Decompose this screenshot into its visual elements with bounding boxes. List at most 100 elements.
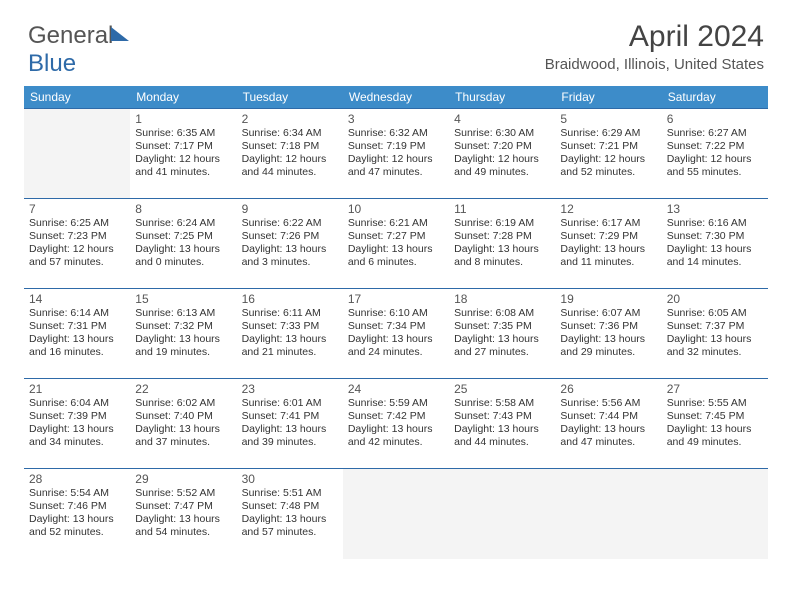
dow-header-cell: Monday: [130, 86, 236, 109]
dow-header-cell: Tuesday: [237, 86, 343, 109]
calendar-cell: 23Sunrise: 6:01 AMSunset: 7:41 PMDayligh…: [237, 379, 343, 469]
dow-header-cell: Wednesday: [343, 86, 449, 109]
sun-info: Sunrise: 5:51 AMSunset: 7:48 PMDaylight:…: [242, 487, 338, 540]
day-number: 6: [667, 112, 763, 126]
calendar-cell: 21Sunrise: 6:04 AMSunset: 7:39 PMDayligh…: [24, 379, 130, 469]
sun-info: Sunrise: 6:01 AMSunset: 7:41 PMDaylight:…: [242, 397, 338, 450]
day-number: 14: [29, 292, 125, 306]
sun-info: Sunrise: 6:08 AMSunset: 7:35 PMDaylight:…: [454, 307, 550, 360]
sun-info: Sunrise: 6:35 AMSunset: 7:17 PMDaylight:…: [135, 127, 231, 180]
sun-info: Sunrise: 5:59 AMSunset: 7:42 PMDaylight:…: [348, 397, 444, 450]
day-number: 19: [560, 292, 656, 306]
sun-info: Sunrise: 6:14 AMSunset: 7:31 PMDaylight:…: [29, 307, 125, 360]
sun-info: Sunrise: 6:11 AMSunset: 7:33 PMDaylight:…: [242, 307, 338, 360]
day-number: 18: [454, 292, 550, 306]
sun-info: Sunrise: 6:29 AMSunset: 7:21 PMDaylight:…: [560, 127, 656, 180]
calendar-cell: 20Sunrise: 6:05 AMSunset: 7:37 PMDayligh…: [662, 289, 768, 379]
calendar-cell: 4Sunrise: 6:30 AMSunset: 7:20 PMDaylight…: [449, 109, 555, 199]
calendar-cell: 13Sunrise: 6:16 AMSunset: 7:30 PMDayligh…: [662, 199, 768, 289]
sun-info: Sunrise: 6:25 AMSunset: 7:23 PMDaylight:…: [29, 217, 125, 270]
calendar-cell: 22Sunrise: 6:02 AMSunset: 7:40 PMDayligh…: [130, 379, 236, 469]
day-number: 24: [348, 382, 444, 396]
calendar-cell: 28Sunrise: 5:54 AMSunset: 7:46 PMDayligh…: [24, 469, 130, 559]
sun-info: Sunrise: 6:07 AMSunset: 7:36 PMDaylight:…: [560, 307, 656, 360]
day-number: 3: [348, 112, 444, 126]
dow-header-cell: Thursday: [449, 86, 555, 109]
day-number: 9: [242, 202, 338, 216]
day-number: 28: [29, 472, 125, 486]
sun-info: Sunrise: 6:34 AMSunset: 7:18 PMDaylight:…: [242, 127, 338, 180]
calendar-cell: 11Sunrise: 6:19 AMSunset: 7:28 PMDayligh…: [449, 199, 555, 289]
calendar-cell: 17Sunrise: 6:10 AMSunset: 7:34 PMDayligh…: [343, 289, 449, 379]
calendar-cell: 26Sunrise: 5:56 AMSunset: 7:44 PMDayligh…: [555, 379, 661, 469]
day-number: 8: [135, 202, 231, 216]
calendar-cell: 27Sunrise: 5:55 AMSunset: 7:45 PMDayligh…: [662, 379, 768, 469]
calendar-cell: 15Sunrise: 6:13 AMSunset: 7:32 PMDayligh…: [130, 289, 236, 379]
dow-header-cell: Saturday: [662, 86, 768, 109]
day-number: 2: [242, 112, 338, 126]
calendar-cell: 18Sunrise: 6:08 AMSunset: 7:35 PMDayligh…: [449, 289, 555, 379]
day-number: 12: [560, 202, 656, 216]
calendar-cell: 7Sunrise: 6:25 AMSunset: 7:23 PMDaylight…: [24, 199, 130, 289]
calendar-cell: 6Sunrise: 6:27 AMSunset: 7:22 PMDaylight…: [662, 109, 768, 199]
day-number: 20: [667, 292, 763, 306]
day-number: 1: [135, 112, 231, 126]
calendar-cell: 24Sunrise: 5:59 AMSunset: 7:42 PMDayligh…: [343, 379, 449, 469]
day-number: 16: [242, 292, 338, 306]
calendar-row: 7Sunrise: 6:25 AMSunset: 7:23 PMDaylight…: [24, 199, 768, 289]
calendar-cell: 12Sunrise: 6:17 AMSunset: 7:29 PMDayligh…: [555, 199, 661, 289]
day-number: 11: [454, 202, 550, 216]
day-number: 29: [135, 472, 231, 486]
sun-info: Sunrise: 5:55 AMSunset: 7:45 PMDaylight:…: [667, 397, 763, 450]
sun-info: Sunrise: 5:52 AMSunset: 7:47 PMDaylight:…: [135, 487, 231, 540]
calendar-cell: 10Sunrise: 6:21 AMSunset: 7:27 PMDayligh…: [343, 199, 449, 289]
sun-info: Sunrise: 6:19 AMSunset: 7:28 PMDaylight:…: [454, 217, 550, 270]
calendar-row: 14Sunrise: 6:14 AMSunset: 7:31 PMDayligh…: [24, 289, 768, 379]
day-number: 10: [348, 202, 444, 216]
day-number: 13: [667, 202, 763, 216]
sun-info: Sunrise: 6:04 AMSunset: 7:39 PMDaylight:…: [29, 397, 125, 450]
sun-info: Sunrise: 6:30 AMSunset: 7:20 PMDaylight:…: [454, 127, 550, 180]
day-number: 27: [667, 382, 763, 396]
sun-info: Sunrise: 6:22 AMSunset: 7:26 PMDaylight:…: [242, 217, 338, 270]
day-number: 4: [454, 112, 550, 126]
calendar-cell: [343, 469, 449, 559]
sun-info: Sunrise: 5:54 AMSunset: 7:46 PMDaylight:…: [29, 487, 125, 540]
calendar-cell: 2Sunrise: 6:34 AMSunset: 7:18 PMDaylight…: [237, 109, 343, 199]
calendar-cell: 1Sunrise: 6:35 AMSunset: 7:17 PMDaylight…: [130, 109, 236, 199]
sun-info: Sunrise: 6:21 AMSunset: 7:27 PMDaylight:…: [348, 217, 444, 270]
calendar-cell: 5Sunrise: 6:29 AMSunset: 7:21 PMDaylight…: [555, 109, 661, 199]
calendar-cell: 19Sunrise: 6:07 AMSunset: 7:36 PMDayligh…: [555, 289, 661, 379]
sun-info: Sunrise: 6:24 AMSunset: 7:25 PMDaylight:…: [135, 217, 231, 270]
header-right: April 2024 Braidwood, Illinois, United S…: [545, 20, 764, 73]
sun-info: Sunrise: 6:10 AMSunset: 7:34 PMDaylight:…: [348, 307, 444, 360]
calendar-body: 1Sunrise: 6:35 AMSunset: 7:17 PMDaylight…: [24, 109, 768, 559]
day-number: 15: [135, 292, 231, 306]
calendar-cell: 3Sunrise: 6:32 AMSunset: 7:19 PMDaylight…: [343, 109, 449, 199]
sun-info: Sunrise: 6:32 AMSunset: 7:19 PMDaylight:…: [348, 127, 444, 180]
calendar-cell: 29Sunrise: 5:52 AMSunset: 7:47 PMDayligh…: [130, 469, 236, 559]
calendar-cell: 30Sunrise: 5:51 AMSunset: 7:48 PMDayligh…: [237, 469, 343, 559]
location-label: Braidwood, Illinois, United States: [545, 56, 764, 73]
day-number: 5: [560, 112, 656, 126]
calendar-cell: 16Sunrise: 6:11 AMSunset: 7:33 PMDayligh…: [237, 289, 343, 379]
sun-info: Sunrise: 6:05 AMSunset: 7:37 PMDaylight:…: [667, 307, 763, 360]
dow-header-row: SundayMondayTuesdayWednesdayThursdayFrid…: [24, 86, 768, 109]
calendar-cell: [555, 469, 661, 559]
sun-info: Sunrise: 6:16 AMSunset: 7:30 PMDaylight:…: [667, 217, 763, 270]
dow-header-cell: Sunday: [24, 86, 130, 109]
month-title: April 2024: [545, 20, 764, 54]
sun-info: Sunrise: 6:13 AMSunset: 7:32 PMDaylight:…: [135, 307, 231, 360]
day-number: 23: [242, 382, 338, 396]
calendar-cell: [24, 109, 130, 199]
day-number: 25: [454, 382, 550, 396]
calendar-table: SundayMondayTuesdayWednesdayThursdayFrid…: [24, 86, 768, 559]
calendar-cell: [449, 469, 555, 559]
day-number: 26: [560, 382, 656, 396]
sun-info: Sunrise: 6:02 AMSunset: 7:40 PMDaylight:…: [135, 397, 231, 450]
logo-text-2: Blue: [28, 50, 76, 77]
day-number: 22: [135, 382, 231, 396]
sun-info: Sunrise: 5:56 AMSunset: 7:44 PMDaylight:…: [560, 397, 656, 450]
logo: General Blue: [28, 22, 129, 78]
logo-sail-icon: [111, 27, 129, 41]
